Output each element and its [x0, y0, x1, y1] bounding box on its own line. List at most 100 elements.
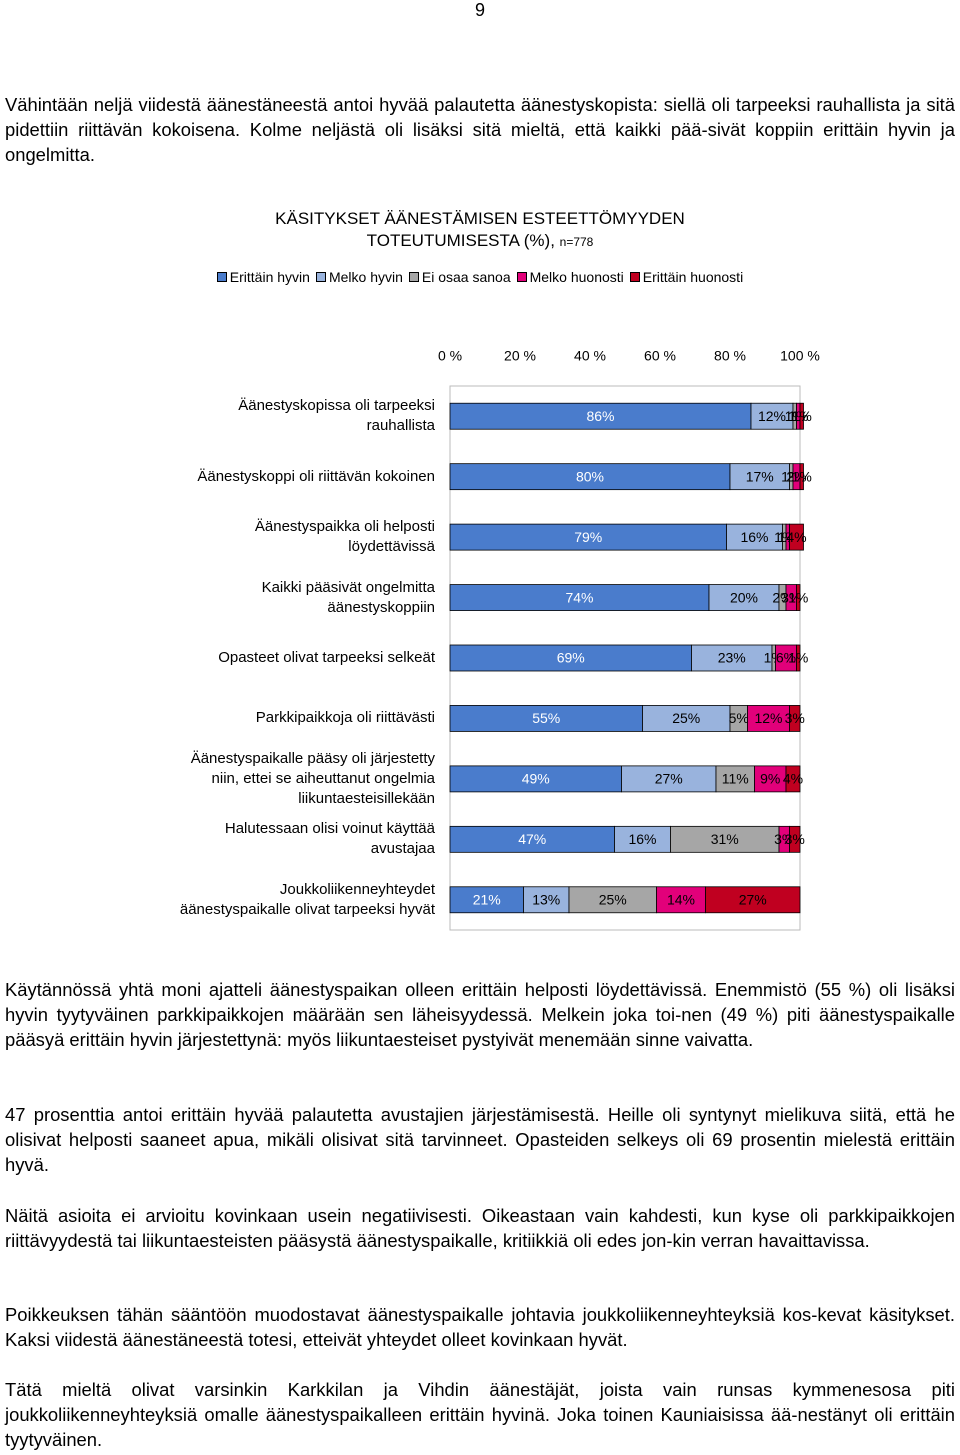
title-text: KÄSITYKSET ÄÄNESTÄMISEN ESTEETTÖMYYDEN T… — [275, 209, 685, 250]
bar-segment — [796, 644, 801, 672]
category-label: Kaikki pääsivät ongelmitta äänestyskoppi… — [261, 578, 435, 616]
value-label: 4% — [786, 529, 806, 545]
value-label: 12% — [754, 710, 782, 726]
bar-segment — [708, 584, 780, 611]
category-label: Joukkoliikenneyhteydet äänestyspaikalle … — [179, 880, 435, 918]
bar-segment — [621, 765, 717, 793]
bar-segment — [449, 463, 731, 491]
paragraph: 47 prosenttia antoi erittäin hyvää palau… — [5, 1104, 955, 1175]
bar-segment — [656, 886, 706, 914]
legend-swatch — [408, 272, 419, 282]
bar-segment — [785, 765, 801, 793]
bar-segment — [568, 886, 657, 914]
value-label: 86% — [586, 408, 614, 424]
bar-segment — [789, 705, 801, 732]
value-label: 12% — [758, 408, 786, 424]
legend-item: Erittäin hyvin — [216, 269, 310, 285]
paragraph: Tätä mieltä olivat varsinkin Karkkilan j… — [5, 1379, 955, 1450]
legend-item: Ei osaa sanoa — [408, 269, 511, 285]
value-label: 17% — [746, 468, 774, 484]
value-label: 5% — [729, 710, 749, 726]
paragraph: Poikkeuksen tähän sääntöön muodostavat ä… — [5, 1304, 955, 1350]
bar-segment — [789, 523, 804, 551]
bar-segment — [799, 463, 804, 491]
value-label: 9% — [760, 771, 780, 787]
category-label: Äänestyskoppi oli riittävän kokoinen — [197, 467, 435, 485]
bar-segment — [789, 825, 801, 853]
legend-label: Ei osaa sanoa — [421, 269, 511, 285]
value-label: 1% — [788, 589, 808, 605]
bar-segment — [705, 886, 801, 914]
legend-item: Melko huonosti — [516, 269, 624, 285]
legend: Erittäin hyvin Melko hyvin Ei osaa sanoa Me… — [0, 269, 960, 285]
legend-swatch — [216, 272, 227, 282]
category-label: Äänestyspaikalle pääsy oli järjestetty n… — [190, 749, 435, 807]
bar-segment — [796, 584, 801, 611]
legend-label: Erittäin huonosti — [642, 269, 744, 285]
value-label: 31% — [711, 831, 739, 847]
category-label: Äänestyskopissa oli tarpeeksi rauhallist… — [238, 397, 435, 435]
value-label: 4% — [783, 771, 803, 787]
value-label: 74% — [565, 589, 593, 605]
legend-label: Melko huonosti — [529, 269, 624, 285]
legend-swatch — [516, 272, 527, 282]
value-label: 27% — [655, 771, 683, 787]
value-label: 23% — [718, 650, 746, 666]
bar-segment — [449, 886, 524, 914]
value-label: 11% — [722, 771, 749, 787]
x-tick-label: 20 % — [504, 348, 536, 364]
value-label: 55% — [532, 710, 560, 726]
x-tick-label: 60 % — [644, 348, 676, 364]
category-label: Parkkipaikkoja oli riittävästi — [255, 709, 435, 727]
value-label: 3% — [785, 831, 805, 847]
value-label: 16% — [628, 831, 656, 847]
bar-segment — [449, 705, 643, 732]
legend-label: Melko hyvin — [328, 269, 403, 285]
value-label: 21% — [473, 891, 501, 907]
value-label: 80% — [576, 468, 604, 484]
bar-segment — [799, 402, 804, 430]
bar-segment — [449, 584, 710, 611]
value-label: 3% — [785, 710, 805, 726]
bar-segment — [523, 886, 570, 914]
bar-segment — [726, 523, 783, 551]
x-tick-label: 40 % — [574, 348, 606, 364]
category-label: Halutessaan olisi voinut käyttää avustaj… — [224, 820, 435, 858]
bar-segment — [449, 402, 752, 430]
value-label: 49% — [522, 771, 550, 787]
x-tick-label: 100 % — [780, 348, 820, 364]
bar-segment — [691, 644, 773, 672]
legend-label: Erittäin hyvin — [229, 269, 310, 285]
legend-item: Melko hyvin — [315, 269, 403, 285]
value-label: 25% — [599, 891, 627, 907]
chart-title: KÄSITYKSET ÄÄNESTÄMISEN ESTEETTÖMYYDEN T… — [0, 208, 960, 253]
value-label: 1% — [792, 468, 812, 484]
bar-segment — [449, 523, 727, 551]
chart-subtitle: n=778 — [559, 235, 594, 249]
x-tick-label: 80 % — [714, 348, 746, 364]
value-label: 20% — [730, 589, 758, 605]
bar-segment — [729, 463, 790, 491]
value-label: 47% — [518, 831, 546, 847]
plot: 0 % 20 % 40 % 60 % 80 % 100 % 86% 12% 1% 1% 1% 80% 1… — [438, 348, 820, 931]
bar-segment — [715, 765, 755, 793]
chart: KÄSITYKSET ÄÄNESTÄMISEN ESTEETTÖMYYDEN T… — [0, 190, 960, 950]
value-label: 1% — [788, 650, 808, 666]
legend-swatch — [315, 272, 326, 282]
paragraph: Vähintään neljä viidestä äänestäneestä a… — [5, 94, 955, 165]
value-label: 13% — [532, 891, 560, 907]
category-label: Opasteet olivat tarpeeksi selkeät — [218, 649, 435, 666]
category-label: Äänestyspaikka oli helposti löydettäviss… — [254, 518, 435, 556]
value-label: 16% — [740, 529, 768, 545]
value-label: 14% — [667, 891, 695, 907]
page-number: 9 — [474, 0, 485, 20]
bar-segment — [754, 765, 787, 793]
bar-segment — [449, 825, 615, 853]
paragraph: Näitä asioita ei arvioitu kovinkaan usei… — [5, 1205, 955, 1251]
value-label: 27% — [739, 891, 767, 907]
value-label: 69% — [557, 650, 585, 666]
legend-swatch — [629, 272, 640, 282]
value-label: 1% — [792, 408, 812, 424]
legend-item: Erittäin huonosti — [629, 269, 744, 285]
